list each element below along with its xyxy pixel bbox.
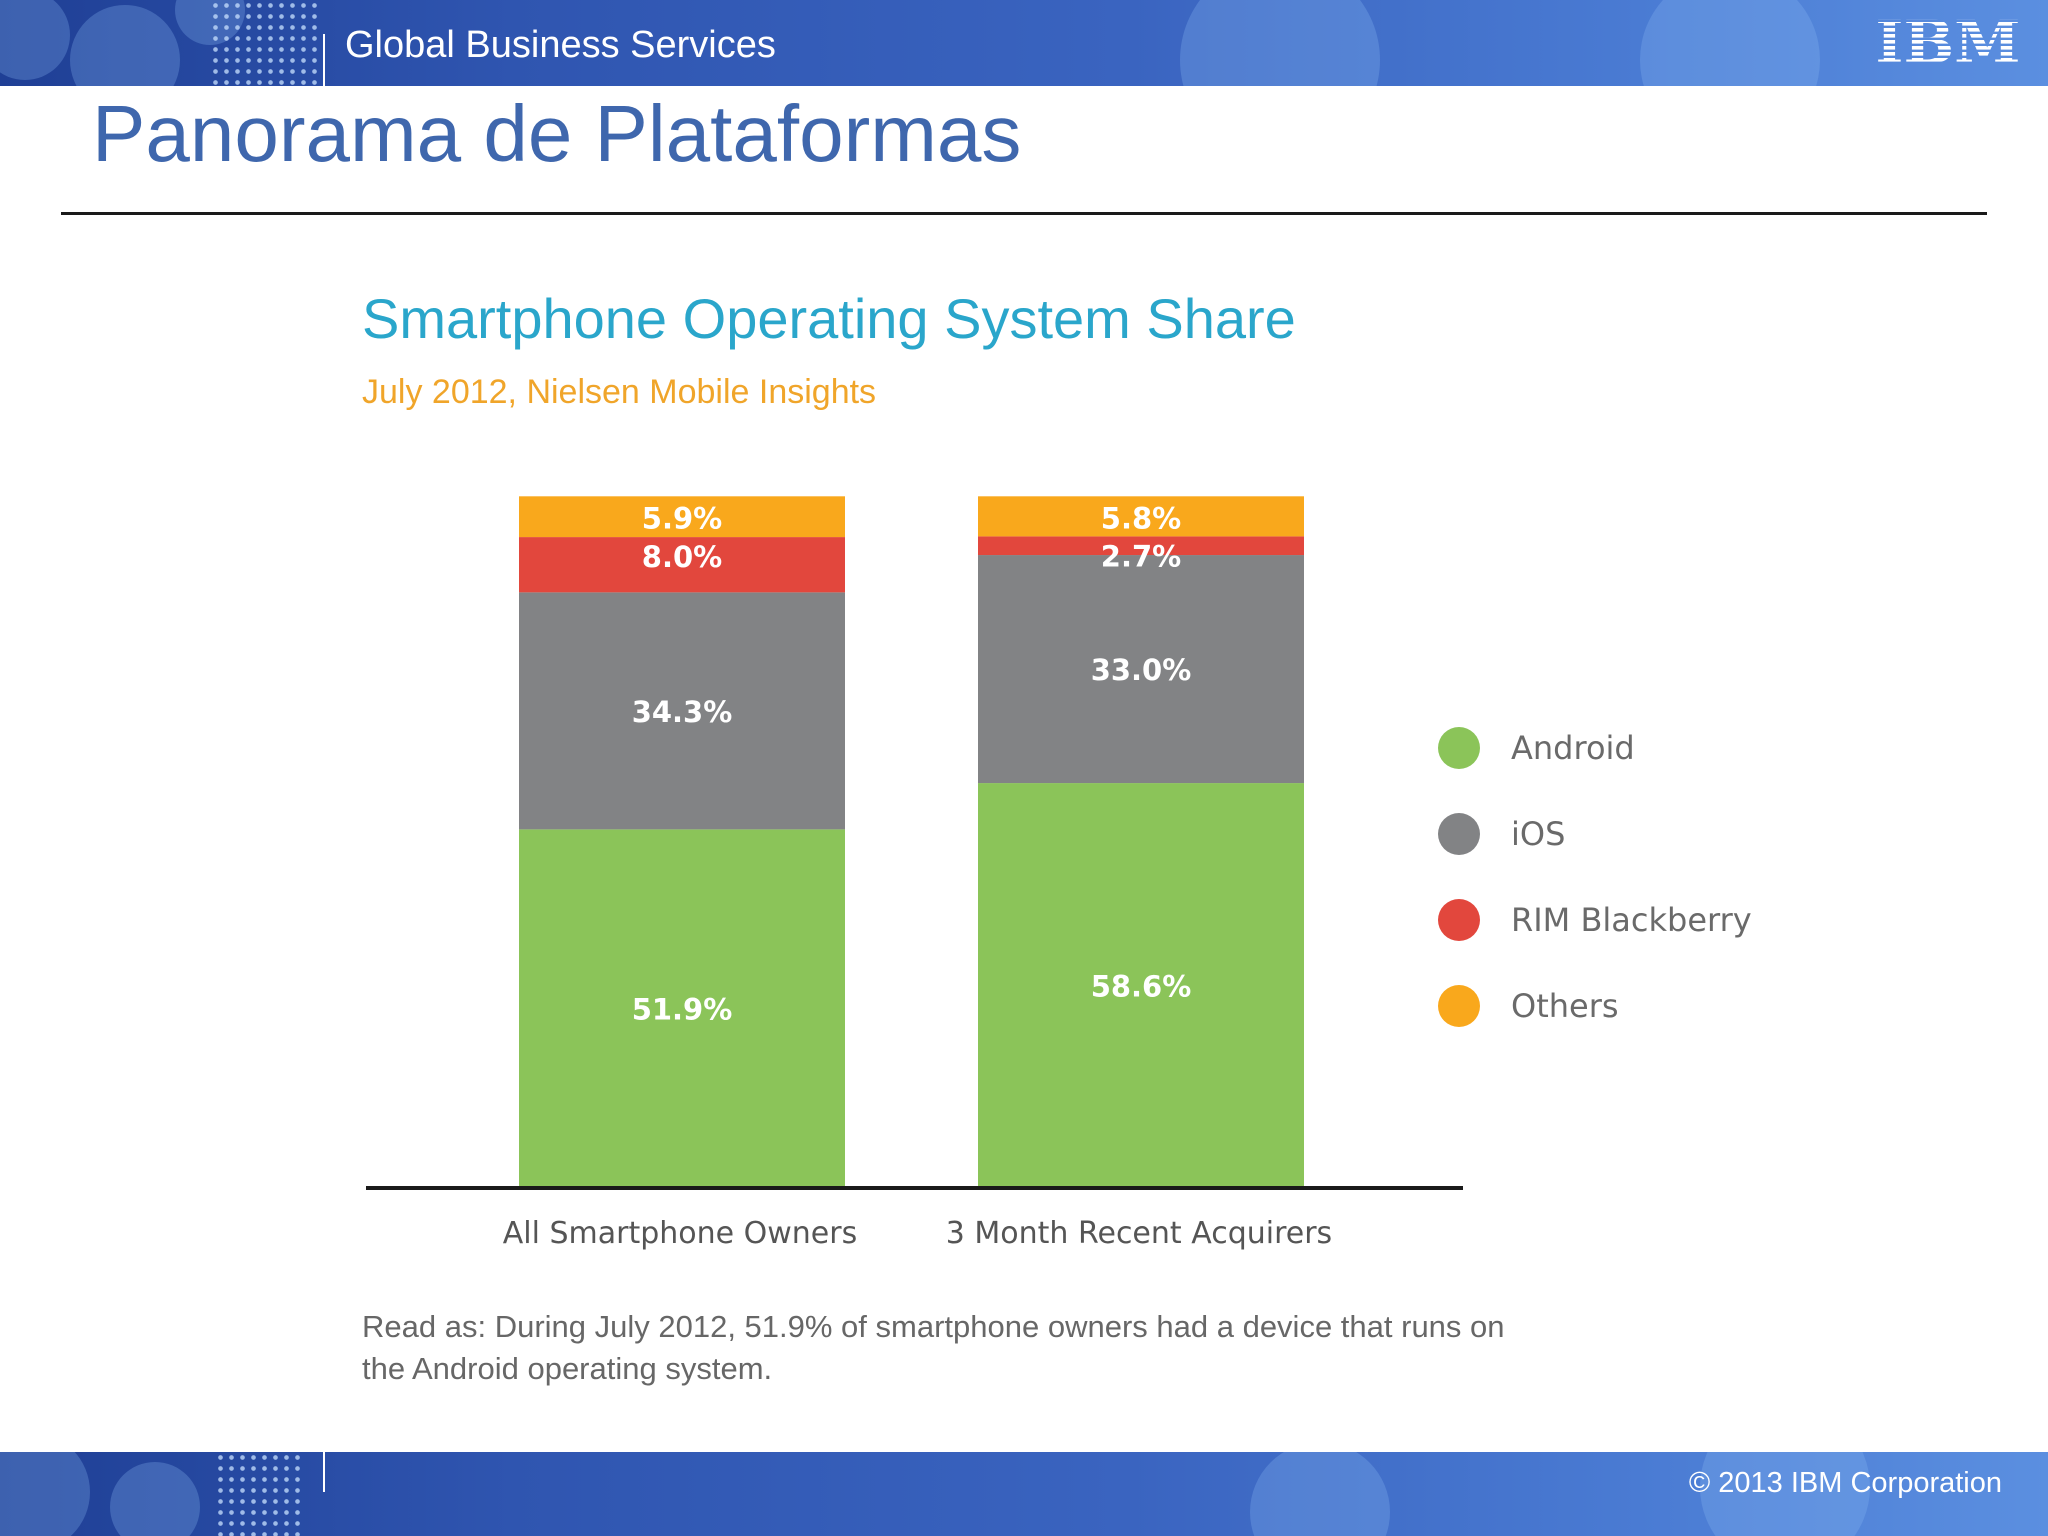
bar-others-2 (978, 496, 1304, 537)
legend-label-android: Android (1511, 729, 1635, 767)
header-section-label: Global Business Services (345, 24, 776, 66)
legend-swatch-android (1438, 727, 1480, 769)
chart-note: Read as: During July 2012, 51.9% of smar… (362, 1309, 1505, 1386)
copyright-text: © 2013 IBM Corporation (1688, 1467, 2002, 1499)
header-bubble (1180, 0, 1380, 86)
ibm-logo: IBM (1878, 10, 2018, 68)
footer-bubble (1700, 1452, 1870, 1536)
footer-band (0, 1452, 2048, 1536)
bar-ios-1 (519, 592, 845, 830)
data-label-others-1: 5.9% (642, 501, 722, 535)
data-label-rim-blackberry-2: 2.7% (1101, 539, 1181, 573)
legend-label-others: Others (1511, 987, 1619, 1025)
data-label-others-2: 5.8% (1101, 501, 1181, 535)
bar-rim-blackberry-1 (519, 537, 845, 593)
footer-bubble (0, 1452, 90, 1536)
legend-swatch-others (1438, 985, 1480, 1027)
page-title: Panorama de Plataformas (92, 89, 1022, 178)
bar-android-1 (519, 829, 845, 1188)
legend-swatch-rim-blackberry (1438, 899, 1480, 941)
footer-bubble (110, 1462, 200, 1536)
chart-subtitle: July 2012, Nielsen Mobile Insights (362, 373, 877, 411)
bars-group (519, 496, 1304, 1188)
data-label-android-2: 58.6% (1091, 970, 1192, 1004)
header-bubble (1640, 0, 1820, 86)
footer-dots (215, 1452, 305, 1536)
bar-others-1 (519, 496, 845, 538)
data-label-rim-blackberry-1: 8.0% (642, 540, 722, 574)
header-band: Global Business Services IBM (0, 0, 2048, 86)
chart-title: Smartphone Operating System Share (362, 287, 1296, 350)
data-label-android-1: 51.9% (632, 993, 733, 1027)
header-bubble (70, 5, 180, 86)
header-divider (323, 34, 325, 86)
legend-label-ios: iOS (1511, 815, 1565, 853)
footer-bubble (1250, 1452, 1390, 1536)
legend: Android iOS RIM Blackberry Others (1438, 727, 1752, 1027)
data-label-ios-2: 33.0% (1091, 653, 1192, 687)
bar-ios-2 (978, 555, 1304, 784)
header-dots (210, 0, 320, 86)
stacked-bar-chart: 51.9% 34.3% 8.0% 5.9% 58.6% 33.0% 2.7% 5.8% All… (366, 496, 1752, 1251)
footer-divider (323, 1452, 325, 1492)
bar-android-2 (978, 783, 1304, 1188)
bar-rim-blackberry-2 (978, 536, 1304, 556)
legend-label-rim-blackberry: RIM Blackberry (1511, 901, 1752, 939)
bar-labels-group: 51.9% 34.3% 8.0% 5.9% 58.6% 33.0% 2.7% 5.8% (632, 501, 1192, 1026)
title-rule (61, 212, 1987, 215)
ibm-logo-text: IBM (1878, 10, 2018, 68)
category-label-2: 3 Month Recent Acquirers (946, 1216, 1332, 1251)
data-label-ios-1: 34.3% (632, 695, 733, 729)
category-labels-group: All Smartphone Owners 3 Month Recent Acqu… (503, 1216, 1332, 1251)
category-label-1: All Smartphone Owners (503, 1216, 857, 1251)
legend-swatch-ios (1438, 813, 1480, 855)
